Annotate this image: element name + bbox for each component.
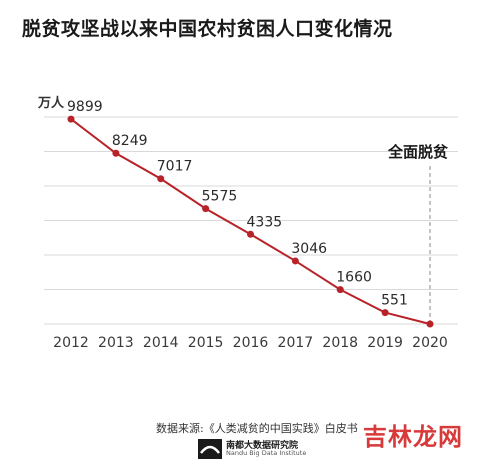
watermark: 吉林龙网	[363, 423, 463, 451]
data-label: 8249	[112, 133, 148, 149]
data-point	[202, 205, 210, 213]
data-label: 3046	[291, 241, 327, 257]
x-tick-label: 2015	[188, 335, 224, 351]
x-tick-label: 2020	[412, 335, 448, 351]
data-label: 551	[381, 293, 408, 309]
x-tick-label: 2013	[98, 335, 134, 351]
data-label: 7017	[157, 159, 193, 175]
data-labels-group: 9899 8249 7017 5575 4335 3046 1660 551	[67, 99, 408, 309]
x-tick-label: 2014	[143, 335, 179, 351]
logo-mark-icon	[198, 439, 222, 459]
data-point	[381, 309, 389, 317]
annotation-label: 全面脱贫	[387, 143, 449, 161]
data-label: 4335	[247, 214, 283, 230]
x-tick-label: 2017	[278, 335, 314, 351]
source-note: 数据来源:《人类减贫的中国实践》白皮书	[156, 422, 358, 435]
x-tick-label: 2016	[233, 335, 269, 351]
series-group	[67, 115, 434, 328]
grid-lines	[44, 116, 458, 325]
logo-name-en: Nandu Big Data Institute	[226, 449, 307, 457]
x-tick-label: 2019	[367, 335, 403, 351]
x-tick-label: 2018	[322, 335, 358, 351]
data-label: 9899	[67, 99, 103, 115]
data-point	[112, 149, 120, 157]
data-point	[157, 175, 165, 183]
annotation-group: 全面脱贫	[387, 143, 449, 324]
data-point	[291, 257, 299, 265]
data-point	[247, 230, 254, 238]
publisher-logo: 南都大数据研究院 Nandu Big Data Institute	[198, 437, 318, 461]
x-axis-group: 2012 2013 2014 2015 2016 2017 2018 2019 2020	[53, 335, 448, 351]
data-point	[426, 320, 434, 328]
data-label: 5575	[202, 189, 238, 205]
y-unit-label: 万人	[37, 95, 65, 111]
chart-title: 脱贫攻坚战以来中国农村贫困人口变化情况	[22, 18, 393, 40]
data-point	[67, 115, 75, 123]
data-point	[336, 286, 344, 294]
data-label: 1660	[336, 270, 372, 286]
logo-name-cn: 南都大数据研究院	[226, 441, 299, 451]
x-tick-label: 2012	[53, 335, 89, 351]
